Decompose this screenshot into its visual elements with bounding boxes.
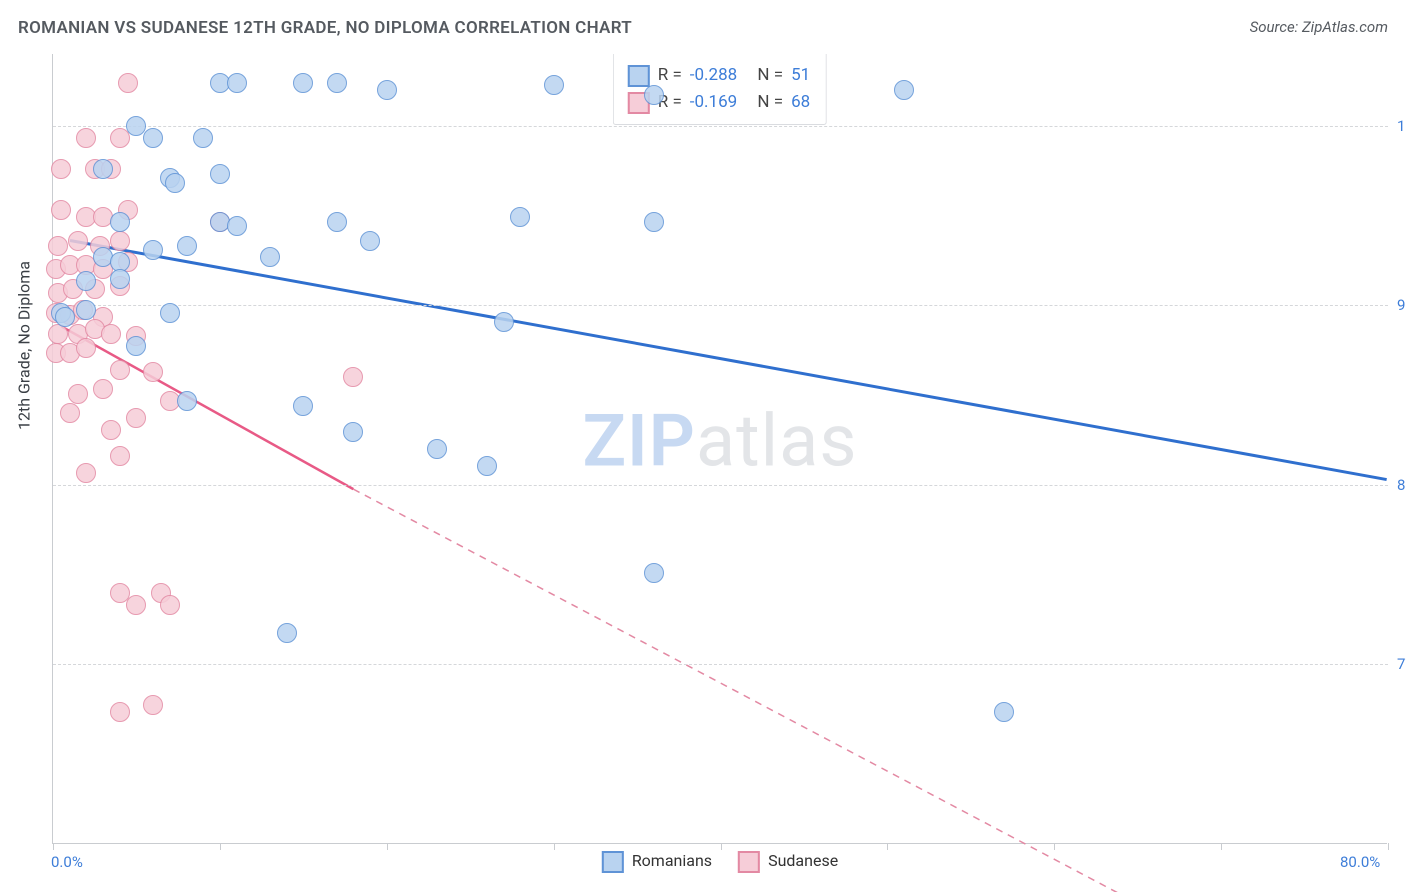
romanians-point <box>477 456 497 476</box>
romanians-point <box>160 303 180 323</box>
romanians-point <box>277 623 297 643</box>
y-tick-label: 77.5% <box>1387 655 1406 673</box>
gridline <box>53 305 1388 306</box>
romanians-swatch <box>628 65 650 87</box>
romanians-point <box>360 231 380 251</box>
source-attribution: Source: ZipAtlas.com <box>1250 18 1388 36</box>
romanians-point <box>327 73 347 93</box>
sudanese-point <box>160 595 180 615</box>
romanians-point <box>260 247 280 267</box>
sudanese-r-value: -0.169 <box>690 89 737 116</box>
y-tick-label: 92.5% <box>1387 296 1406 314</box>
x-tick <box>1388 843 1389 850</box>
y-tick-label: 100.0% <box>1387 117 1406 135</box>
romanians-point <box>894 80 914 100</box>
y-tick-label: 85.0% <box>1387 476 1406 494</box>
sudanese-point <box>126 595 146 615</box>
sudanese-point <box>110 702 130 722</box>
romanians-point <box>544 75 564 95</box>
romanians-point <box>110 212 130 232</box>
series-legend: Romanians Sudanese <box>602 851 838 873</box>
x-tick <box>387 843 388 850</box>
sudanese-point <box>51 159 71 179</box>
sudanese-point <box>143 362 163 382</box>
sudanese-point <box>143 695 163 715</box>
romanians-point <box>293 73 313 93</box>
sudanese-point <box>68 231 88 251</box>
sudanese-point <box>110 446 130 466</box>
x-tick <box>554 843 555 850</box>
y-axis-label: 12th Grade, No Diploma <box>15 261 34 430</box>
x-tick <box>1221 843 1222 850</box>
romanians-point <box>93 159 113 179</box>
sudanese-point <box>126 408 146 428</box>
romanians-point <box>293 396 313 416</box>
x-tick <box>53 843 54 850</box>
romanians-point <box>644 85 664 105</box>
romanians-point <box>210 164 230 184</box>
romanians-point <box>143 240 163 260</box>
scatter-plot-area: ZIPatlas R = -0.288 N = 51 R = -0.169 N … <box>52 54 1387 844</box>
romanians-point <box>126 336 146 356</box>
sudanese-legend-item: Sudanese <box>738 851 838 873</box>
sudanese-point <box>76 338 96 358</box>
romanians-point <box>494 312 514 332</box>
watermark: ZIPatlas <box>582 398 857 483</box>
x-tick-label: 0.0% <box>51 853 83 871</box>
sudanese-point <box>343 367 363 387</box>
romanians-point <box>377 80 397 100</box>
sudanese-point <box>76 463 96 483</box>
sudanese-point <box>60 403 80 423</box>
gridline <box>53 664 1388 665</box>
romanians-point <box>644 563 664 583</box>
romanians-point <box>427 439 447 459</box>
sudanese-point <box>51 200 71 220</box>
romanians-point <box>165 173 185 193</box>
romanians-point <box>55 307 75 327</box>
x-tick <box>220 843 221 850</box>
romanians-point <box>327 212 347 232</box>
romanians-point <box>994 702 1014 722</box>
sudanese-point <box>110 231 130 251</box>
romanians-point <box>510 207 530 227</box>
romanians-point <box>177 236 197 256</box>
romanians-point <box>343 422 363 442</box>
sudanese-point <box>48 236 68 256</box>
gridline <box>53 126 1388 127</box>
romanians-n-value: 51 <box>791 62 810 89</box>
sudanese-point <box>68 384 88 404</box>
sudanese-point <box>93 379 113 399</box>
sudanese-point <box>110 360 130 380</box>
x-tick <box>721 843 722 850</box>
romanians-r-value: -0.288 <box>690 62 737 89</box>
romanians-point <box>143 128 163 148</box>
romanians-point <box>644 212 664 232</box>
romanians-point <box>177 391 197 411</box>
trend-lines <box>53 54 1387 843</box>
chart-title: ROMANIAN VS SUDANESE 12TH GRADE, NO DIPL… <box>18 18 632 38</box>
sudanese-point <box>48 324 68 344</box>
romanians-point <box>193 128 213 148</box>
sudanese-n-value: 68 <box>791 89 810 116</box>
romanians-legend-item: Romanians <box>602 851 712 873</box>
sudanese-point <box>101 324 121 344</box>
x-tick <box>1054 843 1055 850</box>
romanians-point <box>227 73 247 93</box>
sudanese-point <box>76 128 96 148</box>
x-tick <box>887 843 888 850</box>
romanians-point <box>227 216 247 236</box>
x-tick-label: 80.0% <box>1340 853 1387 871</box>
romanians-point <box>110 269 130 289</box>
sudanese-point <box>101 420 121 440</box>
sudanese-point <box>118 73 138 93</box>
gridline <box>53 485 1388 486</box>
